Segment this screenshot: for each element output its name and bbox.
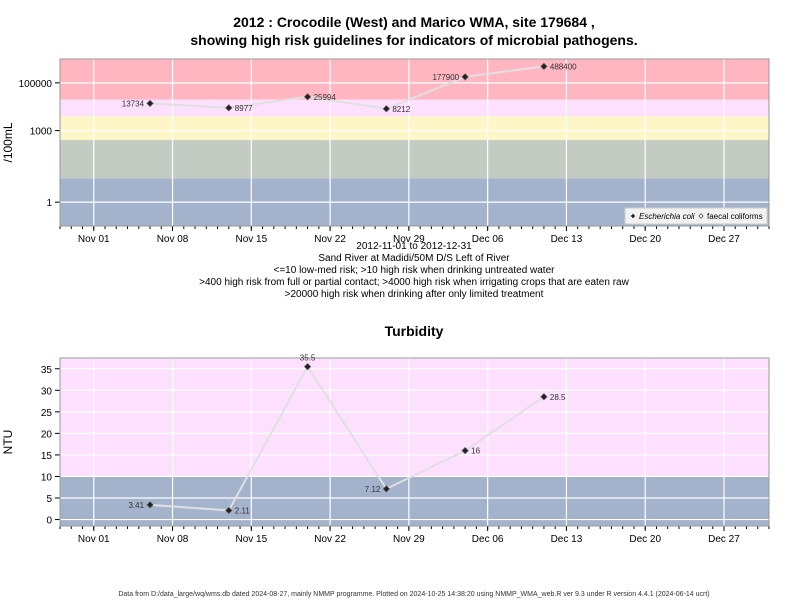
y-tick-label: 1 bbox=[46, 198, 52, 209]
plot-frame bbox=[59, 357, 770, 527]
y-tick-label: 25 bbox=[41, 408, 53, 419]
data-label: 7.12 bbox=[365, 485, 381, 494]
data-point bbox=[540, 62, 548, 71]
data-point bbox=[461, 73, 469, 81]
data-label: 16 bbox=[471, 447, 480, 456]
x-tick-label: Nov 29 bbox=[393, 234, 425, 245]
data-point bbox=[382, 105, 391, 113]
x-tick-label: Dec 27 bbox=[708, 234, 740, 245]
data-point bbox=[146, 99, 154, 108]
data-label: 488400 bbox=[550, 62, 577, 71]
risk-band-2 bbox=[60, 116, 769, 141]
x-tick-label: Nov 01 bbox=[78, 234, 110, 245]
x-tick-label: Nov 15 bbox=[235, 534, 267, 545]
risk-band-4 bbox=[60, 59, 769, 100]
y-tick-label: 35 bbox=[41, 365, 53, 376]
risk-band-3 bbox=[60, 99, 769, 117]
x-tick-label: Nov 22 bbox=[314, 234, 346, 245]
y-tick-label: 20 bbox=[41, 429, 53, 440]
legend-marker-ecoli bbox=[630, 213, 636, 219]
x-tick-label: Dec 20 bbox=[629, 534, 661, 545]
risk-band-1 bbox=[60, 358, 769, 477]
legend-marker-faecal bbox=[698, 213, 704, 219]
data-label: 2.11 bbox=[235, 506, 251, 515]
legend-box bbox=[624, 207, 768, 225]
microbial-panel: Nov 01 Nov 08 Nov 15 Nov 22 Nov 29 Dec 06 Dec … bbox=[1, 58, 770, 245]
y-axis-label: /100mL bbox=[1, 122, 15, 162]
x-tick-label: Nov 29 bbox=[393, 534, 425, 545]
y-tick-label: 5 bbox=[46, 494, 52, 505]
chart-title-line2: showing high risk guidelines for indicat… bbox=[190, 32, 637, 48]
data-label: 28.5 bbox=[550, 393, 566, 402]
y-tick-label: 100000 bbox=[19, 79, 53, 90]
data-label: 8977 bbox=[235, 104, 253, 113]
series-line bbox=[149, 65, 545, 110]
data-label: 177900 bbox=[432, 73, 459, 82]
y-axis-label: NTU bbox=[1, 430, 15, 455]
data-label: 13734 bbox=[122, 99, 145, 108]
data-label: 8212 bbox=[392, 105, 410, 114]
turbidity-title: Turbidity bbox=[385, 323, 444, 339]
x-tick-label: Nov 01 bbox=[78, 534, 110, 545]
caption-site-name: Sand River at Madidi/50M D/S Left of Riv… bbox=[318, 253, 510, 264]
data-point bbox=[461, 446, 469, 455]
x-tick-label: Dec 13 bbox=[551, 534, 583, 545]
caption-date-range: 2012-11-01 to 2012-12-31 bbox=[356, 241, 472, 252]
data-label: 35.5 bbox=[300, 354, 316, 363]
risk-band-0 bbox=[60, 476, 769, 526]
x-tick-label: Dec 06 bbox=[472, 234, 504, 245]
caption-guideline-contact: >400 high risk from full or partial cont… bbox=[199, 277, 629, 288]
x-tick-label: Nov 08 bbox=[157, 234, 189, 245]
x-tick-label: Nov 15 bbox=[235, 234, 267, 245]
chart-title-line1: 2012 : Crocodile (West) and Marico WMA, … bbox=[233, 14, 595, 30]
y-tick-label: 30 bbox=[41, 386, 53, 397]
x-tick-label: Nov 08 bbox=[157, 534, 189, 545]
caption-guideline-drinking: <=10 low-med risk; >10 high risk when dr… bbox=[274, 265, 556, 276]
x-tick-label: Dec 06 bbox=[472, 534, 504, 545]
plot-frame bbox=[59, 58, 770, 227]
turbidity-panel: Nov 01 Nov 08 Nov 15 Nov 22 Nov 29 Dec 06 Dec … bbox=[1, 354, 770, 545]
legend-entry-ecoli: Escherichia coli bbox=[639, 212, 695, 221]
data-label: 3.41 bbox=[128, 501, 144, 510]
data-point bbox=[303, 93, 312, 101]
risk-band-1 bbox=[60, 140, 769, 179]
x-tick-label: Dec 20 bbox=[629, 234, 661, 245]
series-line bbox=[149, 364, 545, 512]
caption-guideline-treatment: >20000 high risk when drinking after onl… bbox=[285, 289, 544, 300]
data-point bbox=[382, 485, 391, 493]
y-tick-label: 15 bbox=[41, 451, 53, 462]
data-point bbox=[146, 501, 154, 509]
data-point bbox=[540, 393, 548, 401]
data-point bbox=[303, 362, 312, 371]
legend-entry-faecal: faecal coliforms bbox=[707, 212, 763, 221]
data-label: 25994 bbox=[314, 93, 337, 102]
y-tick-label: 10 bbox=[41, 472, 53, 483]
data-point bbox=[225, 506, 233, 515]
data-point bbox=[225, 104, 233, 112]
x-tick-label: Dec 27 bbox=[708, 534, 740, 545]
x-tick-label: Dec 13 bbox=[551, 234, 583, 245]
y-tick-label: 0 bbox=[46, 516, 52, 527]
footer-note: Data from D:/data_large/wq/wms.db dated … bbox=[118, 591, 709, 598]
x-tick-label: Nov 22 bbox=[314, 534, 346, 545]
y-tick-label: 1000 bbox=[30, 127, 53, 138]
